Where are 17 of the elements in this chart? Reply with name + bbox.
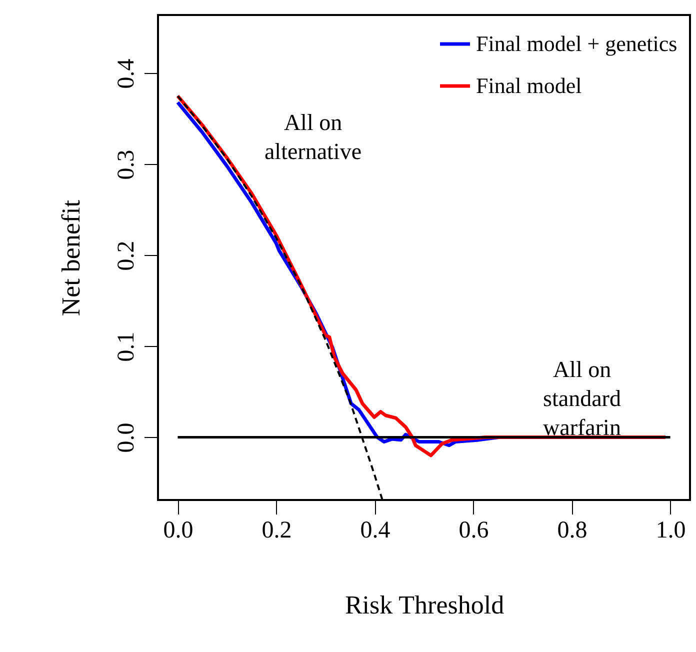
x-tick-label: 0.4 [360, 518, 390, 544]
x-tick-label: 0.8 [557, 518, 588, 544]
annotation: All on standard warfarin [543, 357, 622, 440]
y-tick-label: 0.3 [114, 150, 140, 180]
x-tick-label: 0.0 [163, 518, 194, 544]
x-tick-label: 0.2 [262, 518, 292, 544]
annotation: All on alternative [264, 110, 362, 164]
x-tick-label: 0.6 [458, 518, 489, 544]
legend-label: Final model + genetics [476, 31, 678, 56]
x-axis-title: Risk Threshold [344, 590, 504, 620]
legend-label: Final model [476, 73, 582, 98]
y-tick-label: 0.2 [114, 240, 140, 271]
x-tick-label: 1.0 [656, 518, 686, 544]
y-tick-label: 0.1 [114, 332, 140, 362]
y-axis-title: Net benefit [56, 199, 86, 316]
y-tick-label: 0.0 [114, 422, 140, 453]
y-tick-label: 0.4 [114, 58, 140, 89]
